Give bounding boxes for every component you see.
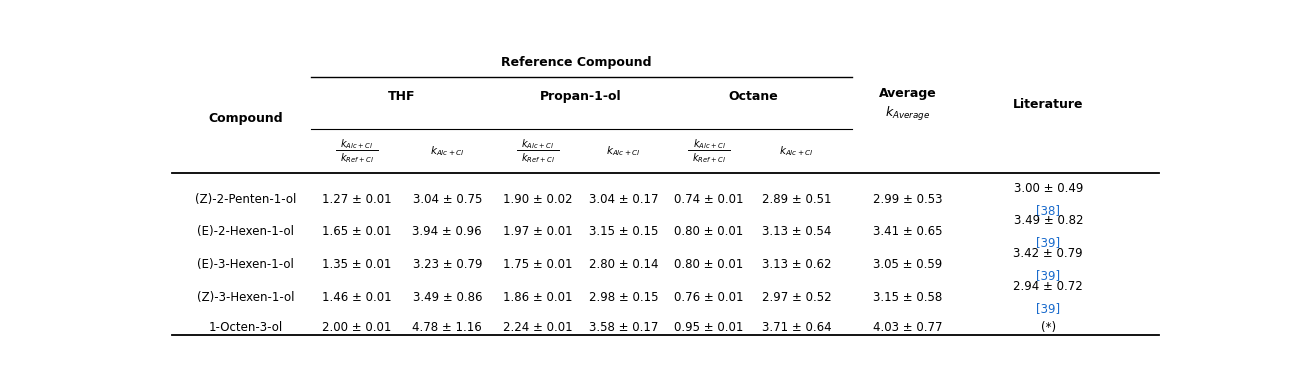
Text: 3.42 ± 0.79: 3.42 ± 0.79: [1013, 247, 1083, 260]
Text: 3.23 ± 0.79: 3.23 ± 0.79: [413, 258, 482, 271]
Text: $k_{Alc+Cl}$: $k_{Alc+Cl}$: [692, 137, 726, 151]
Text: (*): (*): [1040, 321, 1056, 334]
Text: 3.49 ± 0.86: 3.49 ± 0.86: [413, 291, 482, 304]
Text: THF: THF: [388, 90, 416, 103]
Text: 2.89 ± 0.51: 2.89 ± 0.51: [761, 193, 831, 206]
Text: $k_{Alc+Cl}$: $k_{Alc+Cl}$: [340, 137, 373, 151]
Text: 3.41 ± 0.65: 3.41 ± 0.65: [873, 225, 942, 238]
Text: $k_{Ref+Cl}$: $k_{Ref+Cl}$: [692, 151, 726, 165]
Text: 3.00 ± 0.49: 3.00 ± 0.49: [1013, 182, 1083, 195]
Text: 1.27 ± 0.01: 1.27 ± 0.01: [322, 193, 391, 206]
Text: $k_{Alc+Cl}$: $k_{Alc+Cl}$: [521, 137, 555, 151]
Text: 4.03 ± 0.77: 4.03 ± 0.77: [873, 321, 942, 334]
Text: 1.86 ± 0.01: 1.86 ± 0.01: [503, 291, 573, 304]
Text: Reference Compound: Reference Compound: [501, 56, 652, 69]
Text: 1.46 ± 0.01: 1.46 ± 0.01: [322, 291, 391, 304]
Text: (E)-2-Hexen-1-ol: (E)-2-Hexen-1-ol: [197, 225, 295, 238]
Text: 3.15 ± 0.58: 3.15 ± 0.58: [873, 291, 942, 304]
Text: 3.15 ± 0.15: 3.15 ± 0.15: [588, 225, 659, 238]
Text: 3.71 ± 0.64: 3.71 ± 0.64: [761, 321, 831, 334]
Text: [39]: [39]: [1037, 236, 1060, 249]
Text: 1.97 ± 0.01: 1.97 ± 0.01: [503, 225, 573, 238]
Text: 2.94 ± 0.72: 2.94 ± 0.72: [1013, 280, 1083, 293]
Text: 1.90 ± 0.02: 1.90 ± 0.02: [503, 193, 573, 206]
Text: 3.13 ± 0.62: 3.13 ± 0.62: [761, 258, 831, 271]
Text: 1.65 ± 0.01: 1.65 ± 0.01: [322, 225, 391, 238]
Text: Octane: Octane: [727, 90, 778, 103]
Text: 2.00 ± 0.01: 2.00 ± 0.01: [322, 321, 391, 334]
Text: 0.95 ± 0.01: 0.95 ± 0.01: [674, 321, 744, 334]
Text: 0.74 ± 0.01: 0.74 ± 0.01: [674, 193, 744, 206]
Text: Literature: Literature: [1013, 98, 1083, 111]
Text: 0.76 ± 0.01: 0.76 ± 0.01: [674, 291, 744, 304]
Text: 2.99 ± 0.53: 2.99 ± 0.53: [873, 193, 942, 206]
Text: (Z)-3-Hexen-1-ol: (Z)-3-Hexen-1-ol: [197, 291, 295, 304]
Text: 3.04 ± 0.75: 3.04 ± 0.75: [413, 193, 482, 206]
Text: Compound: Compound: [209, 112, 283, 125]
Text: $k_{Average}$: $k_{Average}$: [885, 105, 930, 123]
Text: 2.97 ± 0.52: 2.97 ± 0.52: [761, 291, 831, 304]
Text: 4.78 ± 1.16: 4.78 ± 1.16: [412, 321, 482, 334]
Text: Average: Average: [878, 87, 937, 100]
Text: [39]: [39]: [1037, 302, 1060, 315]
Text: (E)-3-Hexen-1-ol: (E)-3-Hexen-1-ol: [197, 258, 295, 271]
Text: 1.35 ± 0.01: 1.35 ± 0.01: [322, 258, 391, 271]
Text: 3.49 ± 0.82: 3.49 ± 0.82: [1013, 214, 1083, 227]
Text: [39]: [39]: [1037, 270, 1060, 283]
Text: 3.94 ± 0.96: 3.94 ± 0.96: [413, 225, 482, 238]
Text: 2.80 ± 0.14: 2.80 ± 0.14: [588, 258, 659, 271]
Text: [38]: [38]: [1037, 204, 1060, 217]
Text: 2.24 ± 0.01: 2.24 ± 0.01: [503, 321, 573, 334]
Text: 0.80 ± 0.01: 0.80 ± 0.01: [674, 225, 743, 238]
Text: 2.98 ± 0.15: 2.98 ± 0.15: [588, 291, 659, 304]
Text: 3.05 ± 0.59: 3.05 ± 0.59: [873, 258, 942, 271]
Text: 1.75 ± 0.01: 1.75 ± 0.01: [503, 258, 573, 271]
Text: $k_{Ref+Cl}$: $k_{Ref+Cl}$: [339, 151, 374, 165]
Text: $k_{Ref+Cl}$: $k_{Ref+Cl}$: [521, 151, 555, 165]
Text: $k_{Alc+Cl}$: $k_{Alc+Cl}$: [779, 144, 814, 158]
Text: (Z)-2-Penten-1-ol: (Z)-2-Penten-1-ol: [195, 193, 296, 206]
Text: $k_{Alc+Cl}$: $k_{Alc+Cl}$: [430, 144, 465, 158]
Text: $k_{Alc+Cl}$: $k_{Alc+Cl}$: [605, 144, 640, 158]
Text: 0.80 ± 0.01: 0.80 ± 0.01: [674, 258, 743, 271]
Text: 1-Octen-3-ol: 1-Octen-3-ol: [209, 321, 283, 334]
Text: Propan-1-ol: Propan-1-ol: [540, 90, 621, 103]
Text: 3.13 ± 0.54: 3.13 ± 0.54: [763, 225, 831, 238]
Text: 3.04 ± 0.17: 3.04 ± 0.17: [588, 193, 659, 206]
Text: 3.58 ± 0.17: 3.58 ± 0.17: [588, 321, 659, 334]
